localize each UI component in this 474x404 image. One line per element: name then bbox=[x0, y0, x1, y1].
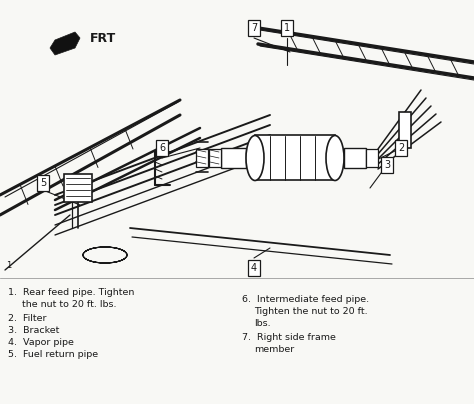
Bar bbox=[344, 148, 366, 168]
Text: 1: 1 bbox=[284, 23, 290, 33]
Bar bbox=[196, 149, 208, 167]
Ellipse shape bbox=[326, 135, 344, 181]
Text: 7.  Right side frame: 7. Right side frame bbox=[242, 333, 336, 342]
Text: 6: 6 bbox=[159, 143, 165, 153]
Bar bbox=[221, 148, 246, 168]
Text: 3.  Bracket: 3. Bracket bbox=[8, 326, 59, 335]
Text: 1.  Rear feed pipe. Tighten: 1. Rear feed pipe. Tighten bbox=[8, 288, 134, 297]
Text: 1: 1 bbox=[6, 261, 11, 270]
Text: 5.  Fuel return pipe: 5. Fuel return pipe bbox=[8, 350, 98, 359]
Polygon shape bbox=[50, 32, 80, 55]
Text: the nut to 20 ft. lbs.: the nut to 20 ft. lbs. bbox=[22, 300, 117, 309]
Text: Tighten the nut to 20 ft.: Tighten the nut to 20 ft. bbox=[254, 307, 368, 316]
Text: FRT: FRT bbox=[90, 32, 116, 45]
Bar bbox=[64, 174, 92, 202]
Text: 4: 4 bbox=[251, 263, 257, 273]
Bar bbox=[366, 149, 378, 167]
Text: 2.  Filter: 2. Filter bbox=[8, 314, 46, 323]
Bar bbox=[399, 112, 411, 148]
Ellipse shape bbox=[246, 135, 264, 181]
Bar bbox=[209, 149, 221, 167]
Text: 4.  Vapor pipe: 4. Vapor pipe bbox=[8, 338, 74, 347]
Text: 3: 3 bbox=[384, 160, 390, 170]
Bar bbox=[255, 135, 335, 180]
Text: 7: 7 bbox=[251, 23, 257, 33]
Text: 6.  Intermediate feed pipe.: 6. Intermediate feed pipe. bbox=[242, 295, 369, 304]
Text: lbs.: lbs. bbox=[254, 319, 271, 328]
Text: 2: 2 bbox=[398, 143, 404, 153]
Text: member: member bbox=[254, 345, 294, 354]
Text: 5: 5 bbox=[40, 178, 46, 188]
